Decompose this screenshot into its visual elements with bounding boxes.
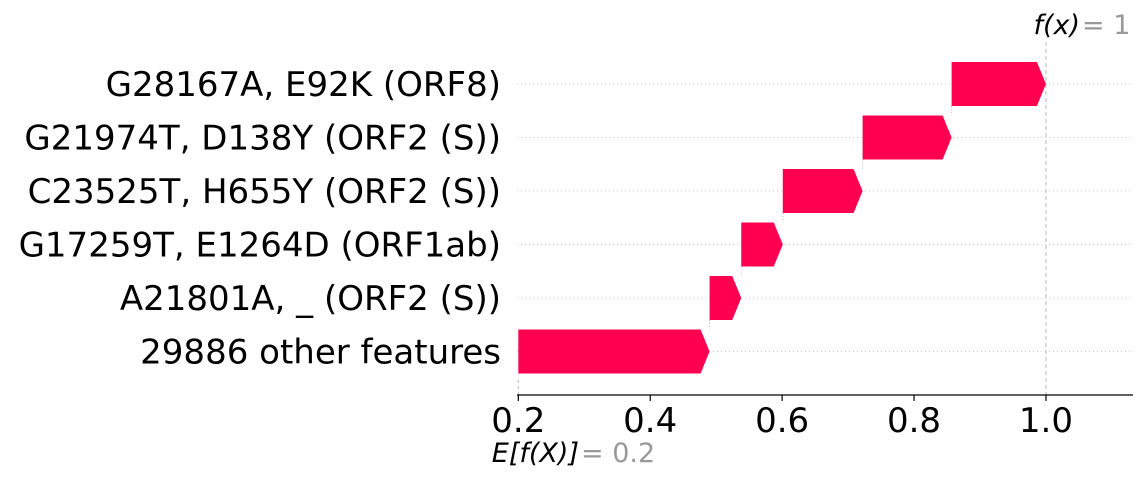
- base-value-number: = 0.2: [581, 438, 655, 469]
- x-tick-label: 1.0: [1019, 401, 1073, 441]
- bars: [518, 62, 1046, 374]
- base-value-label: E[f(X)]: [492, 438, 579, 469]
- x-axis: 0.2 0.4 0.6 0.8 1.0: [491, 394, 1133, 441]
- bar: [782, 169, 863, 213]
- grid-lines: [517, 83, 1133, 352]
- feature-label: G17259T, E1264D (ORF1ab): [19, 226, 501, 266]
- feature-label: G28167A, E92K (ORF8): [106, 65, 501, 105]
- final-value-label: f(x): [1033, 10, 1080, 41]
- feature-label: C23525T, H655Y (ORF2 (S)): [28, 172, 501, 212]
- final-value-number: = 1: [1082, 10, 1130, 41]
- bar: [709, 276, 742, 320]
- bar: [862, 115, 952, 160]
- bar: [741, 222, 783, 267]
- feature-label: A21801A, _ (ORF2 (S)): [120, 279, 501, 319]
- bar: [951, 62, 1046, 106]
- feature-label: 29886 other features: [140, 333, 501, 373]
- reference-lines: [517, 42, 1047, 395]
- feature-label: G21974T, D138Y (ORF2 (S)): [24, 119, 501, 159]
- bar: [518, 329, 710, 374]
- x-tick-label: 0.2: [491, 401, 545, 441]
- x-tick-label: 0.8: [887, 401, 941, 441]
- x-tick-label: 0.4: [623, 401, 677, 441]
- feature-labels: G28167A, E92K (ORF8) G21974T, D138Y (ORF2…: [19, 65, 501, 373]
- x-tick-label: 0.6: [755, 401, 809, 441]
